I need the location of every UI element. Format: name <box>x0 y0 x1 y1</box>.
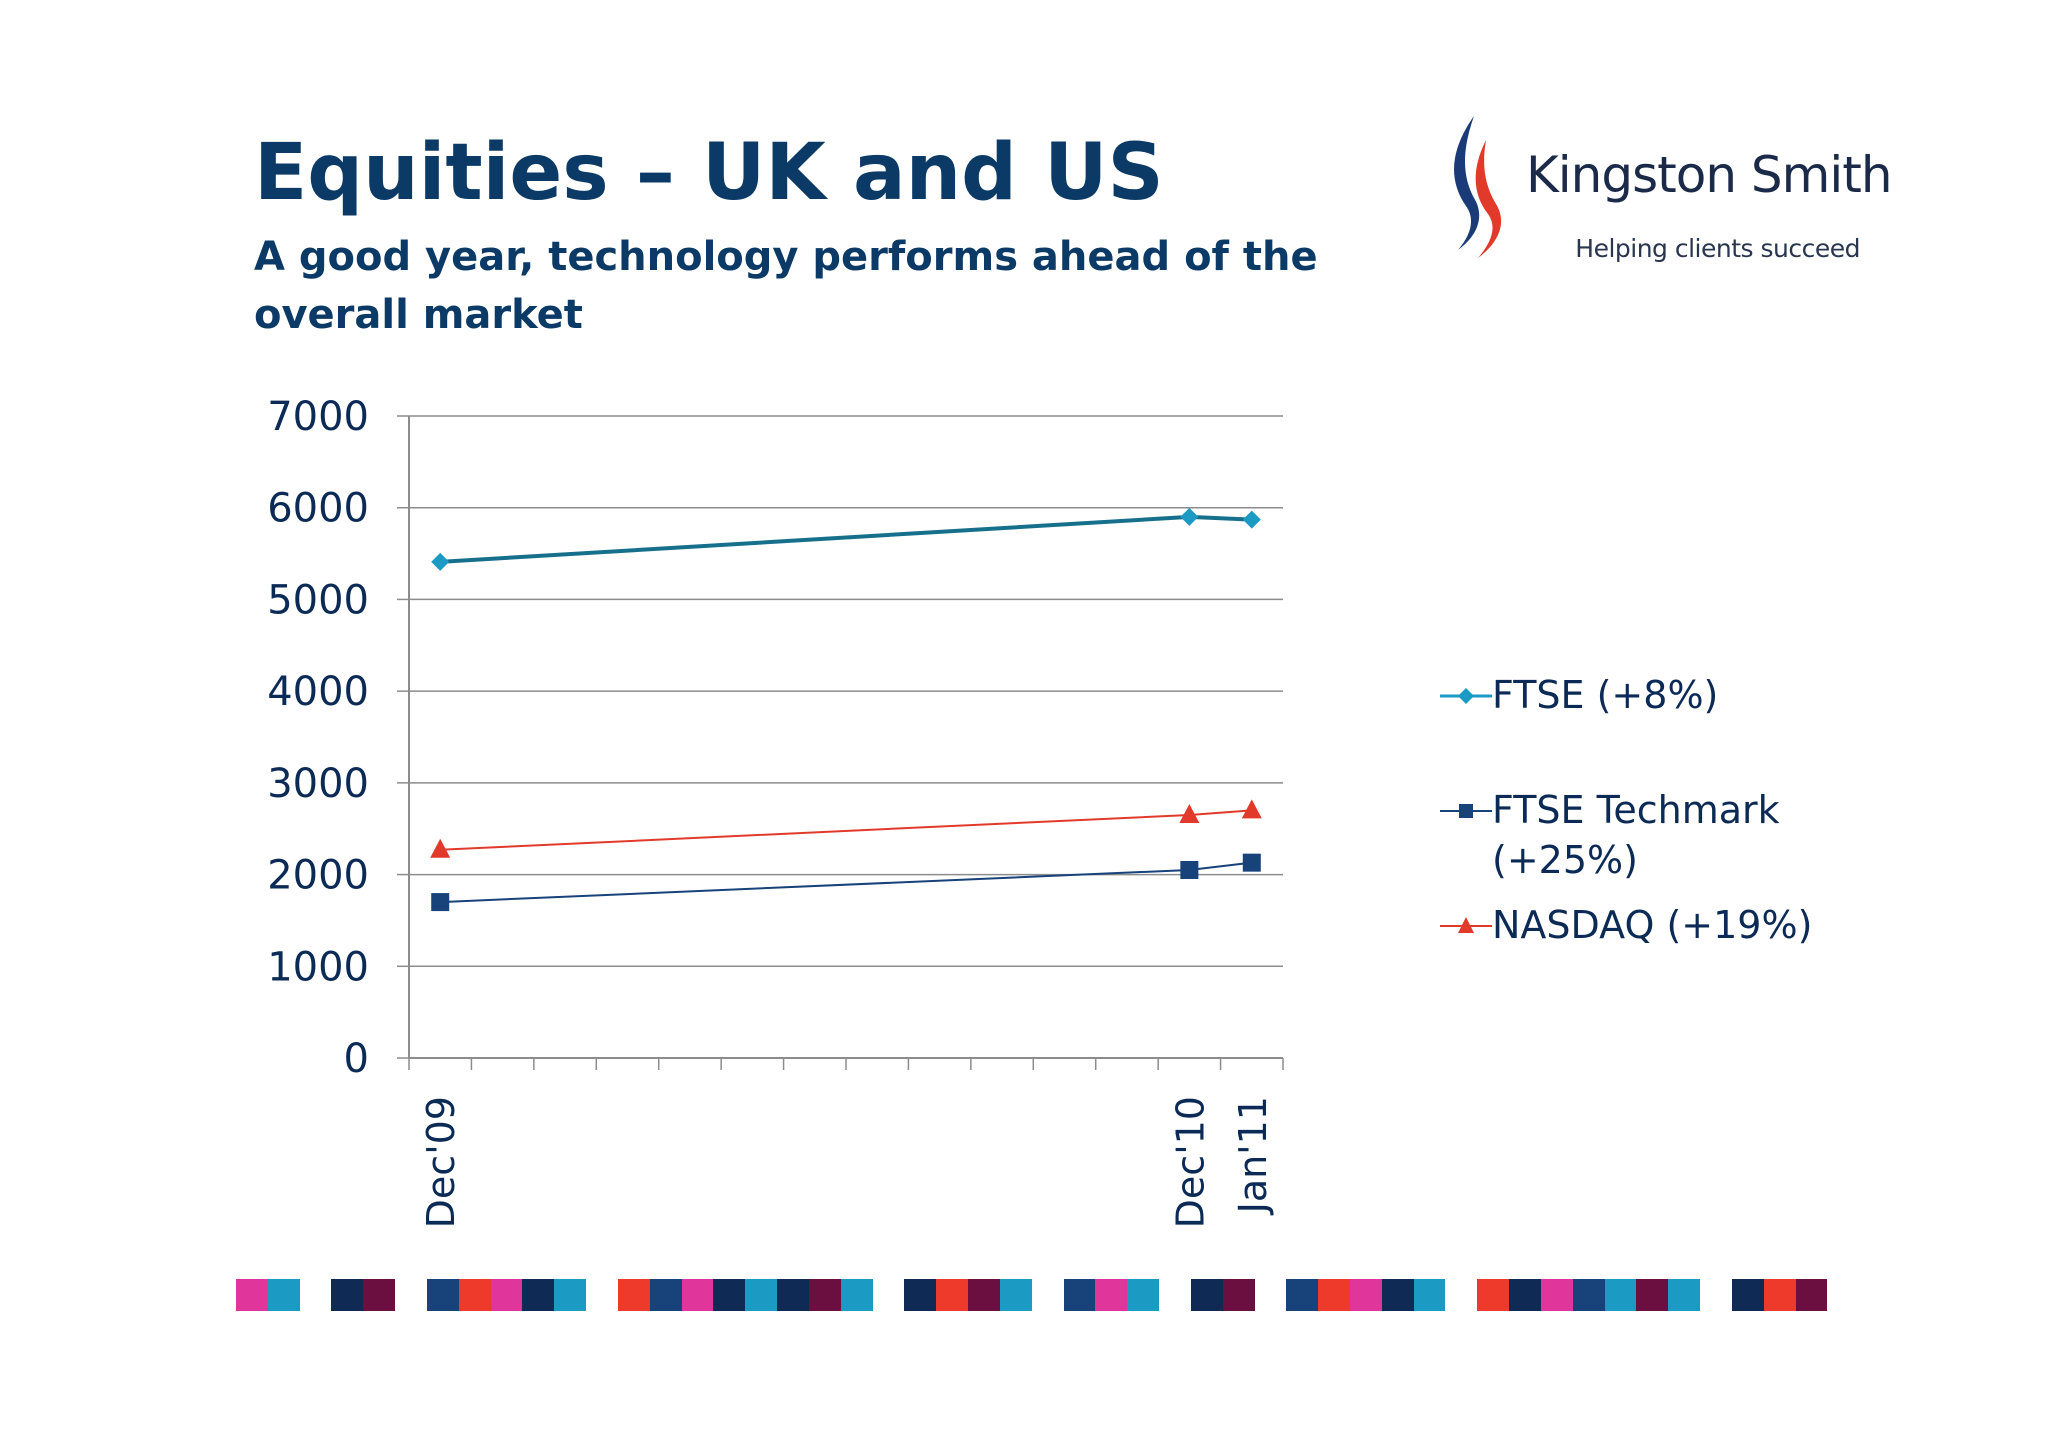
stripe-block <box>1700 1279 1732 1311</box>
y-tick-label: 6000 <box>267 486 369 532</box>
point-nasdaq <box>430 838 451 858</box>
stripe-block <box>872 1279 905 1311</box>
stripe-block <box>1381 1279 1414 1311</box>
y-tick-label: 0 <box>344 1036 369 1082</box>
stripe-block <box>426 1279 459 1311</box>
legend-label-techmark: FTSE Techmark (+25%) <box>1492 788 1780 882</box>
stripe-block <box>1031 1279 1064 1311</box>
stripe-block <box>1636 1279 1669 1311</box>
slide-subtitle: A good year, technology performs ahead o… <box>254 234 1318 338</box>
logo-tagline: Helping clients succeed <box>1575 234 1860 263</box>
stripe-block <box>490 1279 523 1311</box>
stripe-block <box>236 1279 268 1311</box>
legend-triangle-icon <box>1440 917 1492 933</box>
footer-color-stripe <box>236 1279 1828 1311</box>
stripe-block <box>395 1279 427 1311</box>
point-ftse <box>1242 510 1261 529</box>
stripe-block <box>1668 1279 1701 1311</box>
stripe-block <box>713 1279 746 1311</box>
point-ftse <box>431 552 450 571</box>
y-tick-label: 3000 <box>267 761 369 807</box>
stripe-block <box>1445 1279 1478 1311</box>
stripe-block <box>1413 1279 1446 1311</box>
stripe-block <box>745 1279 778 1311</box>
stripe-block <box>1063 1279 1096 1311</box>
stripe-block <box>968 1279 1000 1311</box>
x-tick-label: Jan'11 <box>1231 1096 1275 1215</box>
stripe-block <box>1190 1279 1223 1311</box>
series-line-ftse <box>440 514 1252 564</box>
stripe-block <box>649 1279 682 1311</box>
legend-square-icon <box>1440 804 1492 818</box>
stripe-block <box>458 1279 491 1311</box>
x-tick-label: Dec'10 <box>1168 1096 1212 1228</box>
stripe-block <box>1222 1279 1255 1311</box>
point-nasdaq <box>1241 799 1262 819</box>
stripe-block <box>1127 1279 1160 1311</box>
stripe-block <box>331 1279 364 1311</box>
point-nasdaq <box>1179 803 1200 823</box>
point-techmark <box>1180 860 1199 879</box>
y-tick-label: 5000 <box>267 577 369 623</box>
stripe-block <box>1254 1279 1287 1311</box>
stripe-block <box>1795 1279 1828 1311</box>
stripe-block <box>777 1279 809 1311</box>
stripe-block <box>936 1279 969 1311</box>
series-line-techmark <box>440 861 1252 904</box>
stripe-block <box>681 1279 714 1311</box>
stripe-block <box>999 1279 1032 1311</box>
stripe-block <box>586 1279 618 1311</box>
flame-logo-icon <box>1454 116 1502 258</box>
stripe-block <box>1540 1279 1573 1311</box>
stripe-block <box>299 1279 332 1311</box>
stripe-block <box>1286 1279 1319 1311</box>
stripe-block <box>1572 1279 1605 1311</box>
series-line-nasdaq <box>440 809 1252 851</box>
y-tick-label: 1000 <box>267 944 369 990</box>
logo-name: Kingston Smith <box>1526 146 1893 204</box>
slide-title: Equities – UK and US <box>254 128 1164 218</box>
stripe-block <box>363 1279 396 1311</box>
stripe-block <box>522 1279 555 1311</box>
stripe-block <box>904 1279 937 1311</box>
point-ftse <box>1180 507 1199 526</box>
legend-label-ftse: FTSE (+8%) <box>1492 673 1719 717</box>
stripe-block <box>1095 1279 1128 1311</box>
legend-diamond-icon <box>1440 688 1492 704</box>
y-tick-label: 2000 <box>267 853 369 899</box>
stripe-block <box>1604 1279 1637 1311</box>
stripe-block <box>554 1279 587 1311</box>
stripe-block <box>1731 1279 1764 1311</box>
stripe-block <box>1159 1279 1191 1311</box>
legend-label-nasdaq: NASDAQ (+19%) <box>1492 903 1813 947</box>
point-techmark <box>431 893 450 912</box>
point-techmark <box>1242 853 1261 872</box>
stripe-block <box>1477 1279 1510 1311</box>
y-tick-label: 7000 <box>267 394 369 440</box>
stripe-block <box>1509 1279 1541 1311</box>
stripe-block <box>617 1279 650 1311</box>
stripe-block <box>840 1279 873 1311</box>
company-logo: Kingston Smith Helping clients succeed <box>1440 110 1893 280</box>
stripe-block <box>1763 1279 1796 1311</box>
x-tick-label: Dec'09 <box>419 1096 463 1228</box>
stripe-block <box>808 1279 841 1311</box>
y-tick-label: 4000 <box>267 669 369 715</box>
stripe-block <box>267 1279 300 1311</box>
stripe-block <box>1349 1279 1382 1311</box>
stripe-block <box>1318 1279 1350 1311</box>
